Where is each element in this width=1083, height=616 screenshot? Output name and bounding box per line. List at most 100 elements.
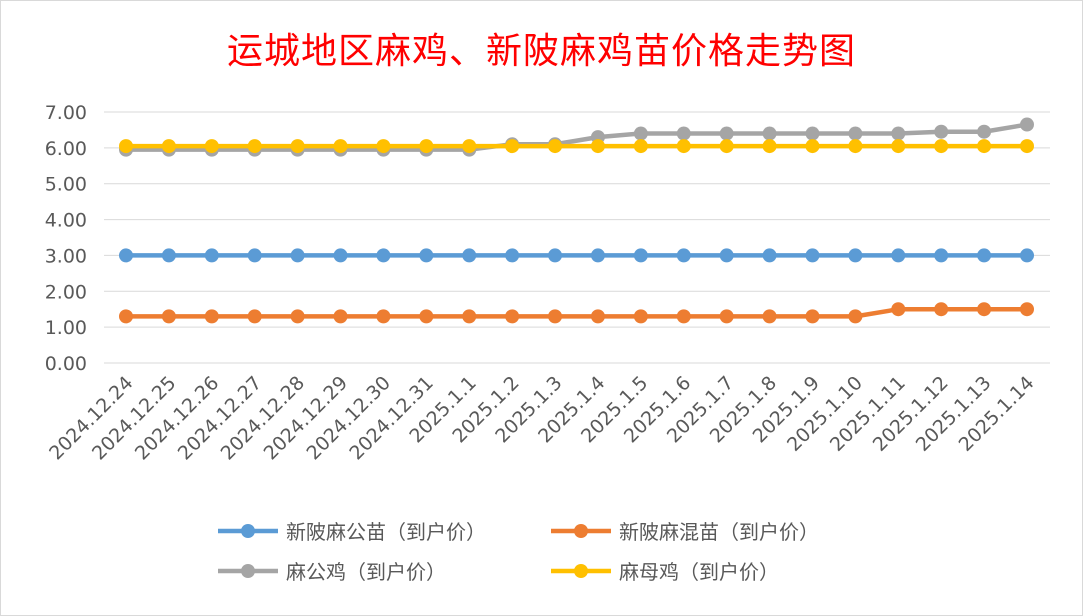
data-point [633,139,648,154]
data-point [891,248,906,263]
data-point [419,309,434,324]
data-point [762,126,777,141]
legend-swatch-marker [241,524,255,538]
data-point [934,124,949,139]
data-point [1020,248,1034,263]
y-tick-label: 7.00 [45,102,87,124]
data-point [548,309,563,324]
data-point [548,248,563,263]
data-point [719,248,734,263]
data-point [977,139,992,154]
data-point [590,309,605,324]
data-point [333,248,348,263]
data-point [848,139,863,154]
data-point [977,248,992,263]
data-point [462,139,477,154]
data-point [419,248,434,263]
legend-swatch-marker [574,524,588,538]
data-point [676,248,691,263]
data-point [247,309,262,324]
data-point [204,248,219,263]
series-4 [119,139,1034,154]
data-point [505,248,520,263]
data-point [1020,302,1034,317]
data-point [805,126,820,141]
data-point [376,139,391,154]
series-line [126,122,1028,152]
y-tick-label: 3.00 [45,245,87,267]
data-point [376,248,391,263]
legend-item: 麻母鸡（到户价） [551,560,779,584]
legend-label: 麻公鸡（到户价） [286,560,446,584]
data-point [119,248,133,263]
data-point [977,124,992,139]
data-point [848,248,863,263]
legend-label: 麻母鸡（到户价） [619,560,779,584]
data-point [633,309,648,324]
data-point [247,248,262,263]
legend-swatch-marker [574,564,588,578]
data-point [1020,117,1034,132]
data-point [247,139,262,154]
data-point [891,302,906,317]
legend: 新陂麻公苗（到户价） 新陂麻混苗（到户价） 麻公鸡（到户价） 麻母鸡（到户价） [218,520,819,584]
data-point [290,309,305,324]
data-point [462,248,477,263]
data-point [719,126,734,141]
data-point [290,139,305,154]
data-point [548,139,563,154]
legend-label: 新陂麻公苗（到户价） [286,520,486,544]
data-point [891,126,906,141]
data-point [676,139,691,154]
data-point [762,139,777,154]
data-point [848,309,863,324]
data-point [805,139,820,154]
data-point [505,309,520,324]
data-point [977,302,992,317]
data-point [676,309,691,324]
data-point [376,309,391,324]
data-point [676,126,691,141]
data-point [505,139,520,154]
data-point [633,248,648,263]
data-point [633,126,648,141]
y-tick-label: 5.00 [45,174,87,196]
data-point [805,309,820,324]
data-point [805,248,820,263]
y-axis-tick-labels: 0.00 1.00 2.00 3.00 4.00 5.00 6.00 7.00 [45,102,87,375]
data-point [762,309,777,324]
legend-item: 新陂麻混苗（到户价） [551,520,819,544]
y-tick-label: 1.00 [45,317,87,339]
data-point [762,248,777,263]
data-point [934,302,949,317]
data-point [333,139,348,154]
series-2 [119,302,1034,324]
data-point [161,309,176,324]
data-point [161,139,176,154]
data-point [204,139,219,154]
legend-item: 新陂麻公苗（到户价） [218,520,486,544]
data-point [333,309,348,324]
chart-title: 运城地区麻鸡、新陂麻鸡苗价格走势图 [226,31,856,72]
data-point [119,309,133,324]
series-lines [119,117,1034,324]
data-point [462,309,477,324]
y-tick-label: 0.00 [45,353,87,375]
data-point [1020,139,1034,154]
data-point [848,126,863,141]
series-line [126,306,1027,319]
data-point [934,248,949,263]
data-point [719,309,734,324]
data-point [719,139,734,154]
data-point [590,248,605,263]
data-point [934,139,949,154]
x-axis-tick-labels: 2024.12.242024.12.252024.12.262024.12.27… [45,372,1038,464]
legend-item: 麻公鸡（到户价） [218,560,446,584]
data-point [119,139,133,154]
y-tick-label: 2.00 [45,281,87,303]
data-point [161,248,176,263]
data-point [590,139,605,154]
data-point [419,139,434,154]
y-tick-label: 4.00 [45,210,87,232]
